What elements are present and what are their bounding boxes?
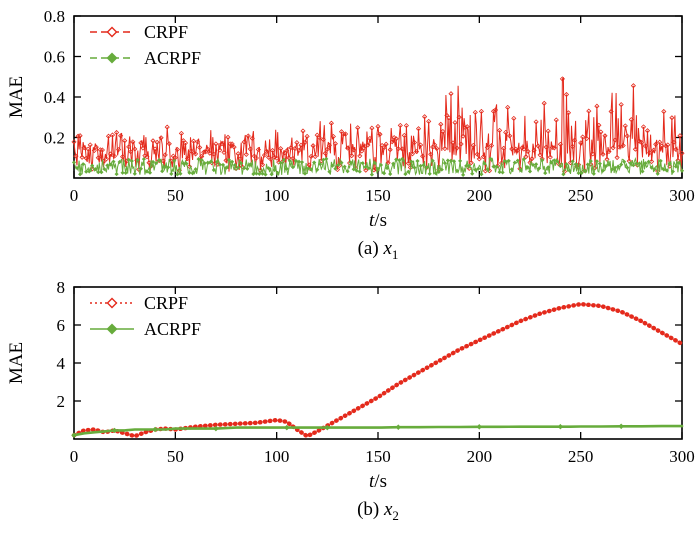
- legend-marker-acrpf: [106, 323, 118, 335]
- caption-b-prefix: (b): [357, 498, 384, 520]
- x-tick-label: 100: [264, 447, 290, 466]
- y-tick-label: 0.4: [44, 88, 66, 107]
- caption-a: (a) x1: [0, 238, 700, 263]
- y-axis-label: MAE: [6, 342, 27, 384]
- caption-a-prefix: (a): [357, 238, 384, 259]
- x-tick-label: 50: [167, 186, 184, 205]
- legend-marker-acrpf: [106, 52, 118, 64]
- x-tick-label: 200: [467, 186, 493, 205]
- x-tick-label: 200: [467, 447, 493, 466]
- figure: 0 50 100 150 200 250 300 0.2 0.4 0.6 0.8 MAE CRPF ACR…: [0, 6, 700, 524]
- x-tick-label: 0: [70, 186, 79, 205]
- caption-b-variable: x: [383, 498, 393, 520]
- x-tick-label: 50: [167, 447, 184, 466]
- caption-a-variable: x: [383, 238, 392, 259]
- legend-label-crpf: CRPF: [144, 293, 188, 313]
- series-crpf-markers: [71, 76, 685, 175]
- x-tick-label: 300: [669, 186, 695, 205]
- x-tick-label: 250: [568, 447, 594, 466]
- x-tick-label: 100: [264, 186, 290, 205]
- legend-marker-crpf: [106, 297, 118, 309]
- series-acrpf-markers: [71, 423, 624, 438]
- caption-b-subscript: 2: [392, 507, 399, 523]
- x-axis-label-b-symbol: t: [369, 470, 375, 492]
- y-tick-label: 0.8: [44, 7, 65, 26]
- legend-label-crpf: CRPF: [144, 22, 188, 42]
- caption-b: (b) x2: [0, 499, 700, 524]
- chart-a-canvas: 0 50 100 150 200 250 300 0.2 0.4 0.6 0.8 MAE CRPF ACR…: [6, 7, 695, 205]
- legend-marker-crpf: [106, 26, 118, 38]
- y-tick-label: 0.2: [44, 129, 65, 148]
- y-tick-label: 2: [57, 392, 66, 411]
- x-axis-label-a: t/s: [0, 210, 700, 232]
- y-tick-label: 8: [57, 278, 66, 297]
- x-tick-label: 150: [365, 447, 391, 466]
- y-tick-label: 6: [57, 316, 66, 335]
- caption-a-subscript: 1: [391, 246, 399, 262]
- x-tick-label: 150: [365, 186, 391, 205]
- x-axis-label-a-unit: /s: [374, 210, 387, 231]
- series-acrpf: [72, 424, 684, 437]
- subplot-b: 0 50 100 150 200 250 300 2 4 6 8 MAE CRPF ACRPF t/s (…: [0, 277, 700, 524]
- series-acrpf-markers: [71, 156, 685, 177]
- x-tick-label: 250: [568, 186, 594, 205]
- x-axis-label-b: t/s: [0, 471, 700, 493]
- series-crpf: [73, 76, 683, 172]
- x-axis-label-a-symbol: t: [369, 210, 375, 231]
- y-tick-label: 4: [57, 354, 66, 373]
- y-tick-label: 0.6: [44, 48, 65, 67]
- legend-label-acrpf: ACRPF: [144, 48, 201, 68]
- y-axis-label: MAE: [6, 76, 27, 118]
- legend-label-acrpf: ACRPF: [144, 319, 201, 339]
- x-tick-label: 300: [669, 447, 695, 466]
- x-tick-label: 0: [70, 447, 79, 466]
- subplot-a: 0 50 100 150 200 250 300 0.2 0.4 0.6 0.8 MAE CRPF ACR…: [0, 6, 700, 263]
- chart-b-canvas: 0 50 100 150 200 250 300 2 4 6 8 MAE CRPF ACRPF: [6, 278, 695, 466]
- x-axis-label-b-unit: /s: [374, 470, 387, 492]
